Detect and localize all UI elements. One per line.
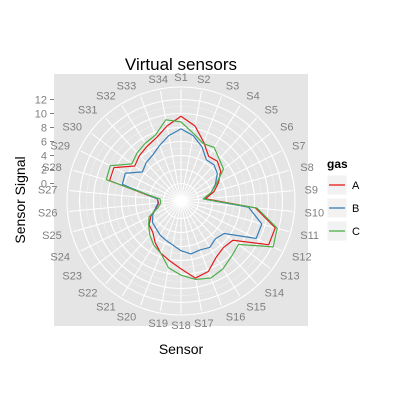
series-layer bbox=[105, 115, 278, 281]
radial-tick-label: 12 bbox=[35, 95, 47, 107]
grid-spoke bbox=[180, 169, 289, 202]
grid-spoke bbox=[80, 200, 182, 252]
category-label: S15 bbox=[246, 301, 266, 313]
radial-tick-label: 8 bbox=[41, 123, 47, 135]
radial-tick-label: 2 bbox=[41, 165, 47, 177]
grid-spoke bbox=[180, 200, 289, 233]
radial-tick-label: 10 bbox=[35, 109, 47, 121]
category-label: S12 bbox=[292, 251, 312, 263]
category-label: S3 bbox=[226, 80, 239, 92]
category-label: S10 bbox=[305, 207, 325, 219]
category-label: S28 bbox=[42, 162, 62, 174]
grid-spoke bbox=[91, 200, 182, 269]
grid-spoke bbox=[180, 90, 203, 202]
category-label: S24 bbox=[50, 251, 70, 263]
grid-spoke bbox=[91, 133, 182, 202]
category-label: S19 bbox=[148, 318, 168, 330]
grid-spoke bbox=[69, 200, 182, 212]
grid-spoke bbox=[180, 190, 293, 202]
grid-spoke bbox=[180, 105, 241, 202]
category-label: S31 bbox=[78, 104, 98, 116]
category-label: S1 bbox=[174, 72, 187, 84]
grid-spoke bbox=[105, 117, 182, 202]
grid-spoke bbox=[180, 200, 257, 285]
grid-spoke bbox=[159, 90, 182, 202]
legend-title: gas bbox=[327, 157, 348, 171]
grid-spoke bbox=[69, 190, 182, 202]
series-line-b bbox=[121, 128, 263, 255]
category-label: S5 bbox=[265, 104, 278, 116]
radial-tick-label: 0 bbox=[41, 179, 47, 191]
grid-spoke bbox=[180, 200, 222, 306]
chart-title: Virtual sensors bbox=[125, 55, 237, 74]
grid-spoke bbox=[180, 200, 241, 297]
category-label: S17 bbox=[194, 318, 214, 330]
grid-circle-outer bbox=[66, 86, 296, 316]
category-label: S23 bbox=[62, 271, 82, 283]
grid-spoke bbox=[105, 200, 182, 285]
radial-tick-layer: 0 2 4 6 8 10 12 bbox=[35, 95, 54, 191]
legend-items: ABC bbox=[326, 174, 360, 242]
grid-spoke bbox=[159, 200, 182, 312]
legend-label: B bbox=[352, 203, 359, 215]
category-label: S30 bbox=[62, 121, 82, 133]
category-label: S2 bbox=[197, 74, 210, 86]
category-label: S22 bbox=[78, 288, 98, 300]
x-axis-label: Sensor bbox=[159, 341, 204, 357]
category-label: S26 bbox=[38, 207, 58, 219]
grid-spoke bbox=[180, 133, 271, 202]
grid-spoke bbox=[180, 150, 282, 202]
grid-spoke bbox=[80, 150, 182, 202]
grid-spoke bbox=[180, 200, 203, 312]
grid-spoke bbox=[180, 200, 282, 252]
legend-label: C bbox=[352, 226, 360, 238]
category-label: S13 bbox=[280, 271, 300, 283]
category-label: S18 bbox=[171, 320, 191, 332]
radial-tick-label: 4 bbox=[41, 151, 47, 163]
series-line-c bbox=[105, 119, 278, 281]
category-label: S33 bbox=[117, 80, 137, 92]
category-label: S4 bbox=[246, 91, 259, 103]
legend-label: A bbox=[352, 180, 360, 192]
grid-spoke bbox=[180, 96, 222, 202]
y-axis-label: Sensor Signal bbox=[12, 156, 28, 243]
grid-spoke bbox=[73, 200, 182, 233]
category-label: S34 bbox=[148, 74, 168, 86]
category-label: S21 bbox=[96, 301, 116, 313]
grid-spoke bbox=[140, 96, 182, 202]
grid-spoke bbox=[180, 117, 257, 202]
category-label: S29 bbox=[50, 141, 70, 153]
radial-tick-label: 6 bbox=[41, 137, 47, 149]
category-label: S25 bbox=[42, 230, 62, 242]
grid-spoke bbox=[180, 200, 271, 269]
grid-layer bbox=[66, 86, 296, 316]
legend: gas ABC bbox=[326, 157, 360, 242]
grid-spoke bbox=[180, 200, 293, 212]
category-label: S11 bbox=[300, 230, 319, 242]
category-label: S20 bbox=[117, 312, 137, 324]
category-label: S7 bbox=[292, 141, 305, 153]
category-label: S8 bbox=[300, 162, 313, 174]
category-label: S16 bbox=[226, 312, 246, 324]
grid-spoke bbox=[121, 200, 182, 297]
category-label: S9 bbox=[305, 185, 318, 197]
category-label: S6 bbox=[280, 121, 293, 133]
grid-spoke bbox=[121, 105, 182, 202]
category-label: S32 bbox=[96, 91, 116, 103]
category-label: S14 bbox=[265, 288, 285, 300]
category-label: S27 bbox=[38, 185, 58, 197]
